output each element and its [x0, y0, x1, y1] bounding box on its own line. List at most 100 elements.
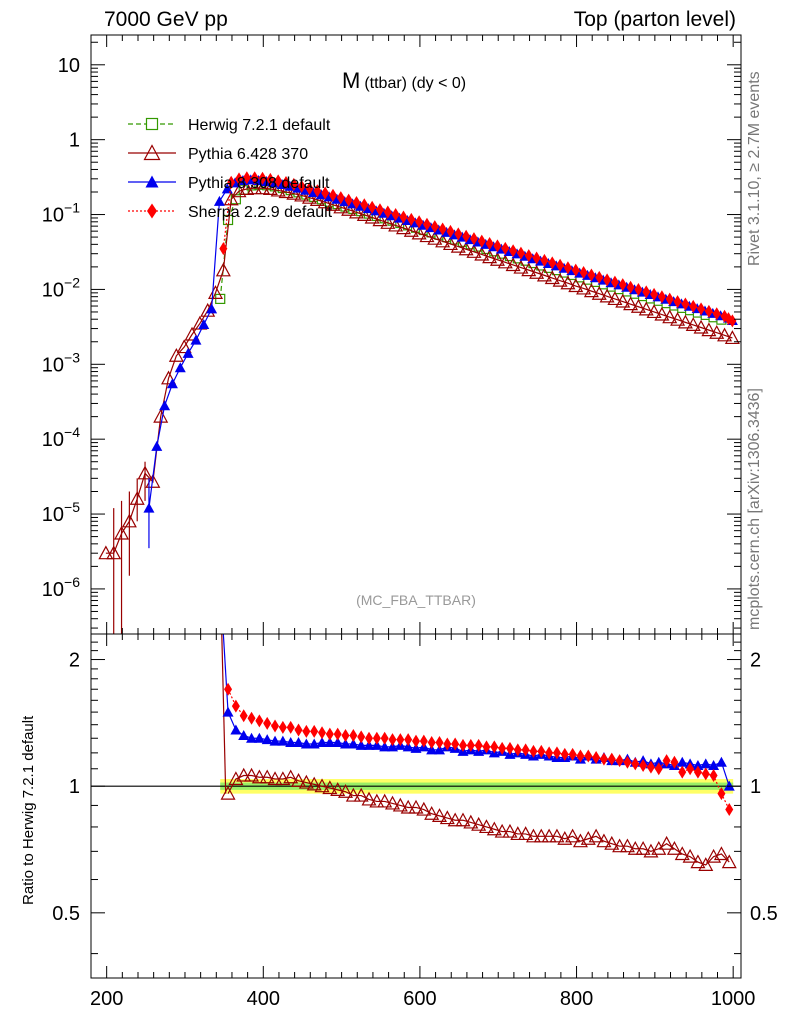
data-marker — [587, 268, 596, 282]
data-marker — [693, 319, 709, 334]
data-marker — [678, 765, 687, 779]
data-marker — [466, 244, 482, 258]
data-marker — [489, 251, 505, 266]
data-marker — [372, 731, 381, 745]
data-marker — [545, 746, 554, 760]
analysis-tag: (MC_FBA_TTBAR) — [356, 592, 476, 608]
data-marker — [364, 209, 380, 224]
data-marker — [412, 734, 420, 748]
data-marker — [485, 237, 494, 251]
data-marker — [363, 739, 375, 750]
data-marker — [518, 826, 534, 841]
data-marker — [462, 229, 471, 243]
header-left-label: 7000 GeV pp — [104, 8, 228, 31]
data-marker — [532, 251, 541, 265]
data-marker — [317, 194, 333, 209]
data-marker — [486, 821, 502, 836]
y-tick-label: 10−2 — [42, 274, 80, 301]
data-marker — [266, 172, 275, 186]
data-marker — [222, 706, 234, 717]
series-line — [105, 187, 733, 554]
data-marker — [505, 257, 521, 272]
data-marker — [563, 261, 572, 275]
data-marker — [282, 175, 290, 189]
data-marker — [662, 309, 678, 324]
data-marker — [548, 256, 557, 270]
x-tick-label: 800 — [560, 988, 593, 1010]
data-marker — [278, 184, 294, 199]
data-marker — [626, 280, 635, 294]
ratio-y-tick-label: 1 — [69, 776, 80, 798]
plot-title: M (ttbar) (dy < 0) — [342, 68, 466, 93]
legend-entry: Sherpa 2.2.9 default — [128, 203, 333, 221]
data-marker — [536, 267, 552, 282]
y-tick-label: 10−5 — [42, 499, 80, 526]
data-marker — [321, 186, 330, 200]
data-marker — [269, 735, 281, 746]
data-marker — [712, 307, 721, 321]
data-marker — [603, 273, 612, 287]
data-marker — [584, 749, 593, 763]
data-marker — [618, 278, 627, 292]
main-plot-area — [98, 171, 740, 634]
data-marker — [654, 762, 663, 776]
data-marker — [184, 326, 200, 341]
data-marker — [302, 724, 311, 738]
data-marker — [161, 370, 177, 385]
data-marker — [396, 733, 405, 747]
data-marker — [291, 773, 307, 787]
data-marker — [615, 293, 631, 308]
data-marker — [387, 741, 399, 752]
data-marker — [388, 217, 404, 232]
data-marker — [686, 762, 695, 776]
data-marker — [505, 741, 514, 755]
data-marker — [348, 204, 364, 219]
data-marker — [482, 249, 498, 264]
data-marker — [262, 181, 278, 196]
data-marker — [565, 828, 581, 843]
data-marker — [612, 838, 628, 853]
data-marker — [450, 238, 466, 253]
data-marker — [166, 378, 178, 389]
data-marker — [356, 207, 372, 221]
data-marker — [341, 201, 357, 216]
data-marker — [306, 776, 322, 791]
data-marker — [325, 197, 341, 211]
x-tick-label: 400 — [247, 988, 280, 1010]
data-marker — [651, 841, 667, 855]
data-marker — [469, 232, 478, 246]
ratio-threshold-spike — [222, 634, 229, 713]
data-marker — [463, 814, 479, 829]
data-marker — [400, 799, 416, 814]
legend-label: Pythia 8.308 default — [188, 175, 330, 192]
data-marker — [666, 841, 682, 855]
data-marker — [388, 733, 397, 747]
data-marker — [525, 828, 541, 843]
data-marker — [206, 303, 218, 314]
x-tick-label: 600 — [403, 988, 436, 1010]
ratio-y-tick-label-right: 1 — [750, 776, 761, 798]
data-marker — [521, 743, 530, 757]
data-marker — [549, 828, 565, 843]
data-marker — [242, 171, 251, 185]
data-marker — [433, 744, 445, 755]
data-marker — [258, 171, 267, 185]
data-marker — [355, 739, 367, 750]
data-marker — [244, 767, 260, 782]
data-marker — [220, 785, 236, 800]
data-marker — [297, 179, 306, 193]
data-marker — [294, 187, 310, 202]
data-marker — [529, 264, 545, 279]
data-marker — [159, 400, 171, 411]
data-marker — [341, 728, 350, 742]
data-marker — [371, 739, 383, 750]
data-marker — [623, 755, 632, 769]
data-marker — [516, 246, 525, 260]
data-marker — [657, 290, 666, 304]
data-marker — [677, 314, 693, 329]
data-marker — [509, 244, 518, 258]
data-marker — [494, 823, 510, 838]
data-marker — [607, 752, 616, 766]
legend-entry: Pythia 8.308 default — [128, 175, 330, 192]
ratio-frame — [90, 633, 742, 979]
